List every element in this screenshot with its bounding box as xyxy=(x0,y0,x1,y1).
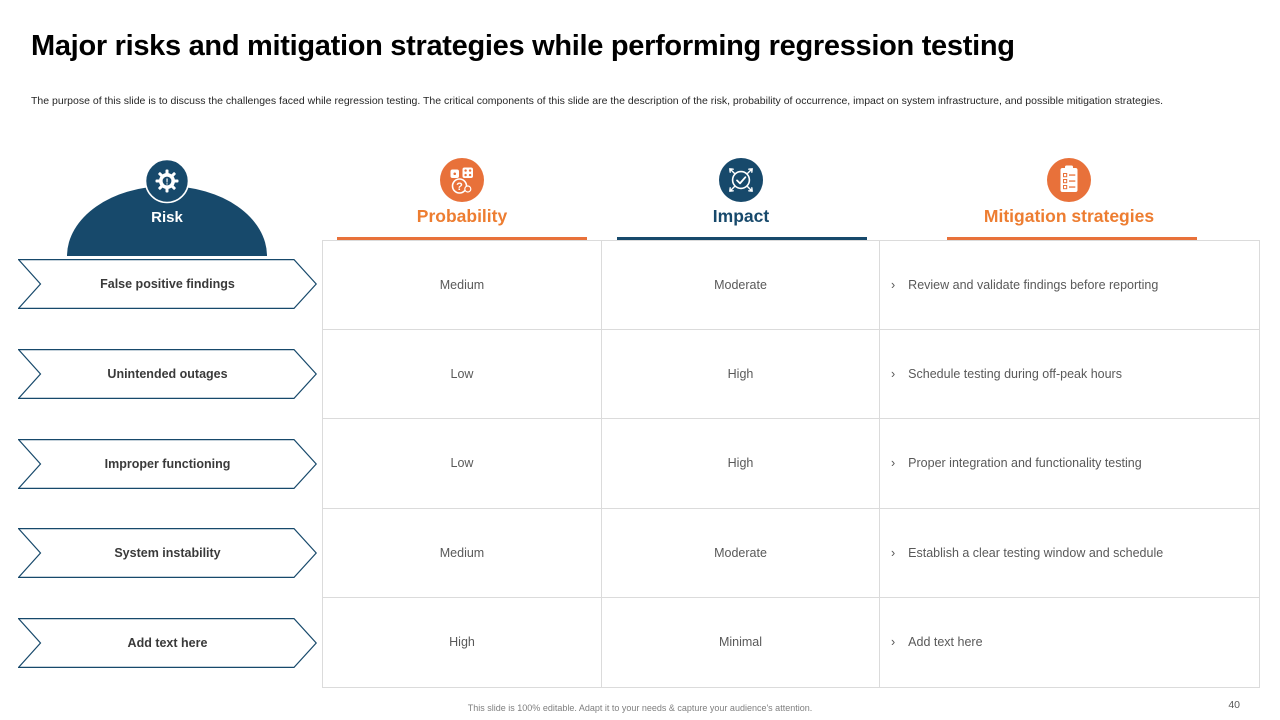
risk-item-arrow[interactable]: Unintended outages xyxy=(18,349,317,399)
risk-item-arrow[interactable]: Improper functioning xyxy=(18,439,317,489)
risk-item-arrow[interactable]: False positive findings xyxy=(18,259,317,309)
arrow-banner-shape xyxy=(18,618,317,668)
mitigation-cell[interactable]: › Schedule testing during off-peak hours xyxy=(880,330,1259,420)
mitigation-underline xyxy=(947,237,1197,240)
mitigation-cell[interactable]: › Review and validate findings before re… xyxy=(880,241,1259,331)
page-title[interactable]: Major risks and mitigation strategies wh… xyxy=(31,30,1015,62)
risk-item-label: Add text here xyxy=(127,636,208,650)
page-number: 40 xyxy=(1228,699,1240,711)
probability-cell[interactable]: High xyxy=(323,597,602,687)
clipboard-checklist-icon xyxy=(1046,157,1092,203)
arrow-banner-shape xyxy=(18,439,317,489)
svg-text:?: ? xyxy=(456,181,463,193)
risk-item-label: System instability xyxy=(114,546,221,560)
risk-header-label: Risk xyxy=(151,209,183,226)
bullet-icon: › xyxy=(891,545,896,560)
probability-underline xyxy=(337,237,587,240)
slide-footer-note: This slide is 100% editable. Adapt it to… xyxy=(467,703,813,713)
probability-cell[interactable]: Medium xyxy=(323,241,602,331)
slide-description[interactable]: The purpose of this slide is to discuss … xyxy=(31,95,1164,107)
mitigation-text: Review and validate findings before repo… xyxy=(908,278,1159,293)
risk-item-label: Unintended outages xyxy=(107,367,228,381)
arrow-banner-shape xyxy=(18,528,317,578)
arrow-banner-shape xyxy=(18,349,317,399)
bullet-icon: › xyxy=(891,635,896,650)
risk-item-arrow[interactable]: Add text here xyxy=(18,618,317,668)
impact-cell[interactable]: Moderate xyxy=(602,508,880,598)
mitigation-cell[interactable]: › Add text here xyxy=(880,598,1259,687)
risk-item-arrow[interactable]: System instability xyxy=(18,528,317,578)
column-header-probability[interactable]: Probability xyxy=(416,206,508,226)
impact-cell[interactable]: High xyxy=(602,419,880,509)
probability-cell[interactable]: Low xyxy=(323,330,602,420)
arrow-banner-shape xyxy=(18,259,317,309)
bullet-icon: › xyxy=(891,278,896,293)
mitigation-text: Add text here xyxy=(908,635,983,650)
mitigation-cell[interactable]: › Proper integration and functionality t… xyxy=(880,419,1259,509)
impact-underline xyxy=(617,237,867,240)
column-header-impact[interactable]: Impact xyxy=(712,206,770,226)
risk-item-label: False positive findings xyxy=(100,277,235,291)
mitigation-text: Establish a clear testing window and sch… xyxy=(908,545,1164,560)
mitigation-text: Proper integration and functionality tes… xyxy=(908,456,1142,471)
dice-question-icon: ? xyxy=(439,157,485,203)
impact-cell[interactable]: Moderate xyxy=(602,241,880,331)
probability-cell[interactable]: Low xyxy=(323,419,602,509)
mitigation-text: Schedule testing during off-peak hours xyxy=(908,367,1122,382)
bullet-icon: › xyxy=(891,456,896,471)
svg-text:!: ! xyxy=(166,176,169,186)
bullet-icon: › xyxy=(891,367,896,382)
impact-cell[interactable]: High xyxy=(602,330,880,420)
column-header-mitigation[interactable]: Mitigation strategies xyxy=(983,206,1155,226)
gear-alert-icon: ! xyxy=(144,158,190,204)
impact-burst-icon xyxy=(718,157,764,203)
probability-cell[interactable]: Medium xyxy=(323,508,602,598)
mitigation-cell[interactable]: › Establish a clear testing window and s… xyxy=(880,509,1259,598)
risk-table: Medium Moderate › Review and validate fi… xyxy=(322,240,1260,688)
impact-cell[interactable]: Minimal xyxy=(602,597,880,687)
risk-item-label: Improper functioning xyxy=(104,457,231,471)
